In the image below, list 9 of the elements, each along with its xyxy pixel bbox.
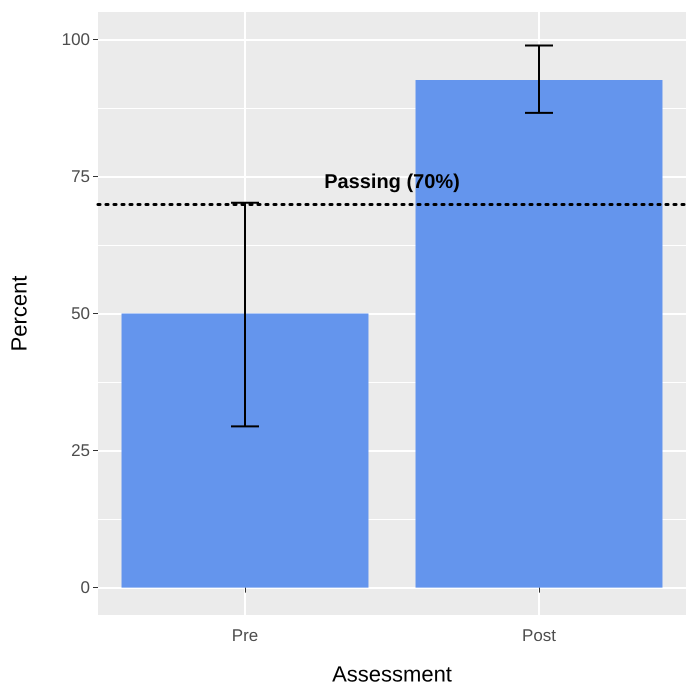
x-tick-label: Pre: [232, 626, 258, 645]
x-tick-label: Post: [522, 626, 556, 645]
x-axis-title: Assessment: [332, 662, 452, 686]
y-tick-label: 50: [71, 304, 90, 323]
y-tick-label: 75: [71, 166, 90, 186]
y-tick-label: 100: [62, 30, 90, 49]
y-tick-label: 0: [80, 578, 90, 598]
y-tick-label: 25: [71, 441, 90, 460]
y-axis-title: Percent: [6, 276, 32, 352]
